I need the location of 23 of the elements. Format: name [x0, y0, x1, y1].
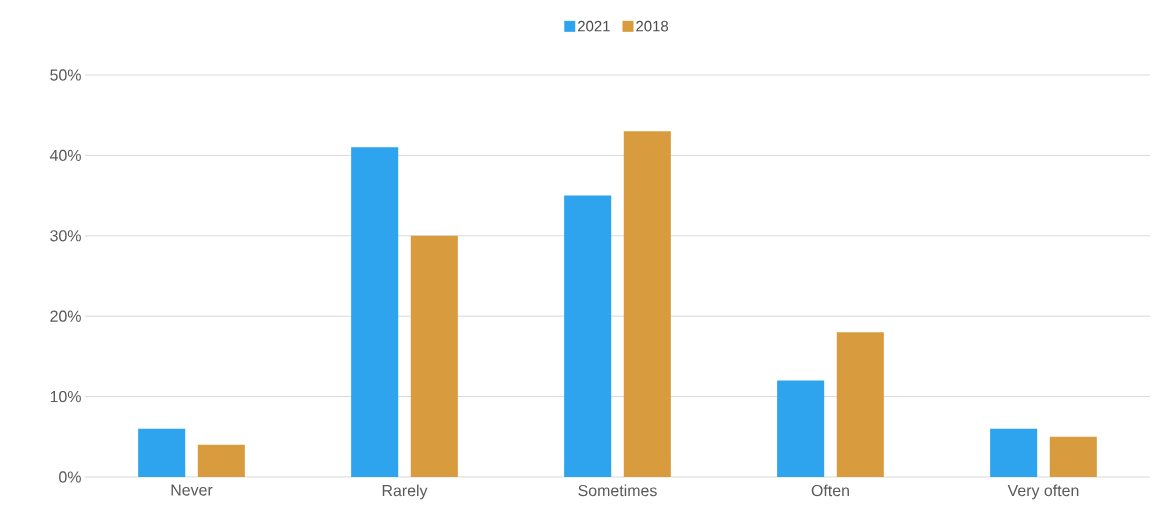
bar: [564, 195, 612, 477]
bar: [623, 131, 671, 477]
bar: [197, 444, 245, 477]
bar: [1049, 436, 1097, 477]
y-tick-label: 0%: [59, 471, 81, 483]
x-tick-label: Rarely: [382, 484, 428, 500]
bar: [410, 235, 458, 477]
bar: [351, 147, 399, 477]
x-tick-label: Often: [811, 484, 849, 497]
y-tick-label: 20%: [50, 310, 81, 322]
bar: [777, 380, 825, 477]
bar: [990, 428, 1038, 477]
legend-label: 2021: [578, 20, 610, 32]
y-tick-label: 40%: [49, 149, 81, 162]
y-tick-label: 50%: [50, 69, 81, 81]
x-tick-label: Very often: [1007, 484, 1079, 500]
bar: [836, 332, 884, 477]
x-tick-label: Sometimes: [578, 484, 657, 497]
x-tick-label: Never: [171, 484, 213, 496]
bar: [138, 428, 186, 477]
y-tick-label: 30%: [50, 230, 81, 242]
legend-label: 2018: [636, 20, 669, 32]
y-tick-label: 10%: [50, 390, 81, 403]
